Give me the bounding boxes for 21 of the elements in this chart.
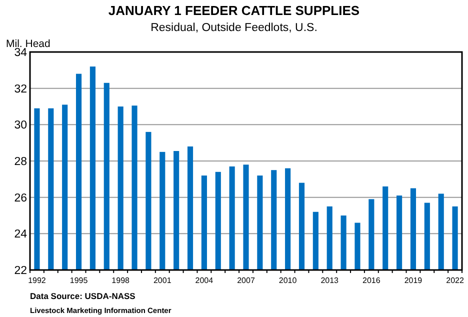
chart-subtitle: Residual, Outside Feedlots, U.S. <box>150 22 318 34</box>
x-tick-label: 1992 <box>28 276 46 285</box>
x-tick-label: 2022 <box>446 276 464 285</box>
x-tick-label: 2007 <box>237 276 256 285</box>
y-tick-label: 22 <box>14 265 27 278</box>
x-tick-label: 2001 <box>153 276 172 285</box>
x-tick-label: 1998 <box>112 276 130 285</box>
x-tick-label: 2013 <box>320 276 340 285</box>
y-tick-label: 26 <box>14 192 27 204</box>
x-tick-label: 2019 <box>404 276 423 285</box>
x-tick-label: 1995 <box>70 276 88 285</box>
source-note: Data Source: USDA-NASS <box>30 291 136 301</box>
x-tick-label: 2004 <box>195 276 214 285</box>
y-tick-label: 24 <box>14 228 28 241</box>
x-tick-label: 2010 <box>278 276 298 285</box>
y-tick-label: 28 <box>14 156 27 168</box>
y-tick-label: 32 <box>14 83 27 96</box>
y-tick-label: 30 <box>14 120 27 132</box>
chart-title: JANUARY 1 FEEDER CATTLE SUPPLIES <box>108 3 360 18</box>
y-tick-label: 34 <box>14 47 28 60</box>
x-tick-label: 2016 <box>362 276 381 285</box>
